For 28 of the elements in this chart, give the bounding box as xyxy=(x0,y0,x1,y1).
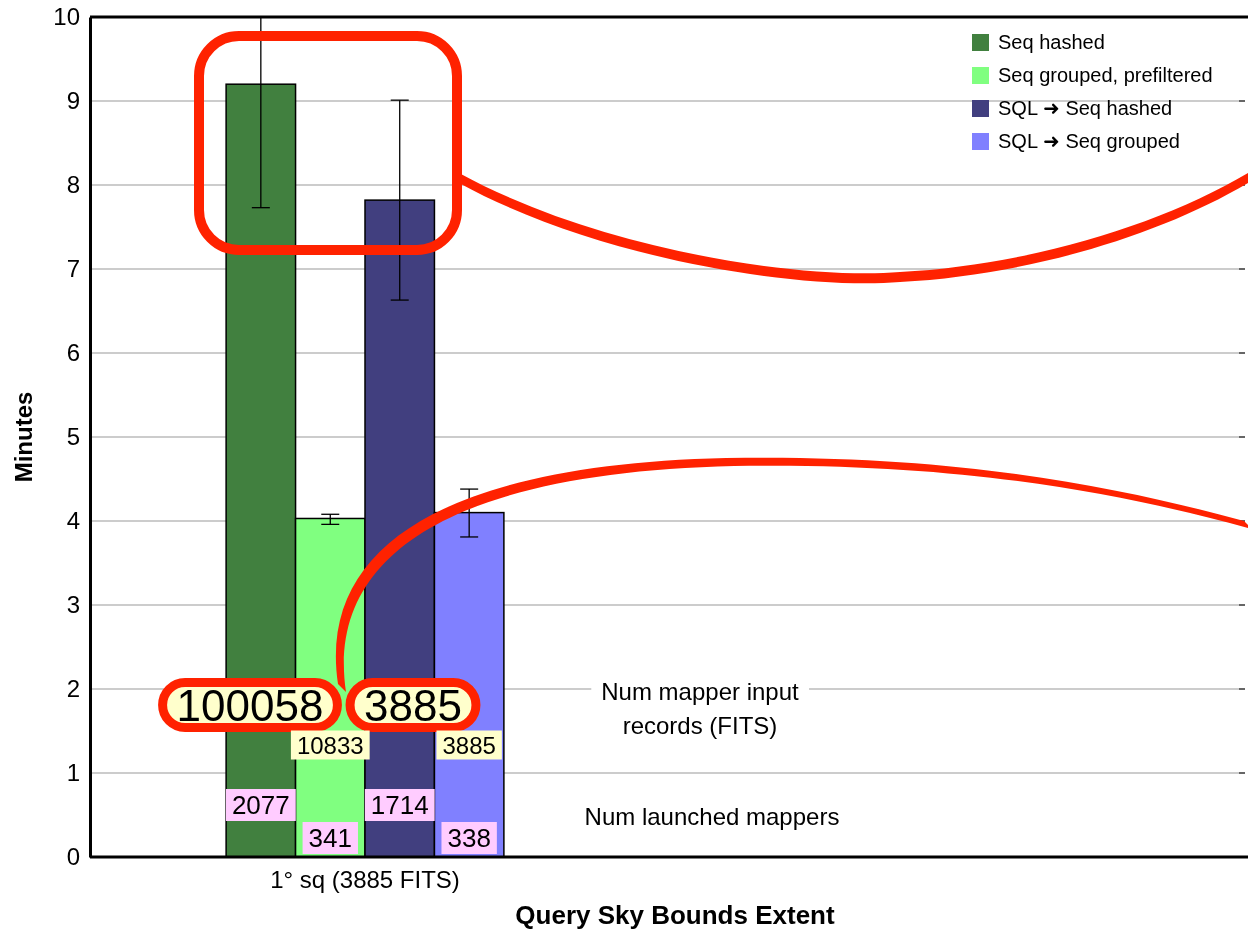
annotation: Num mapper input records (FITS) xyxy=(601,678,800,739)
x-axis-title: Query Sky Bounds Extent xyxy=(515,900,835,930)
y-tick-label: 9 xyxy=(66,87,80,115)
legend-label: SQL ➜ Seq grouped xyxy=(998,130,1180,152)
y-tick-label: 10 xyxy=(53,3,80,31)
annotation: 3885 xyxy=(442,731,496,759)
annotation: 1714 xyxy=(370,790,429,820)
y-tick-label: 7 xyxy=(66,255,80,283)
legend-label: Seq hashed xyxy=(998,31,1105,53)
y-tick-label: 3 xyxy=(66,591,80,619)
annotation: 100058 xyxy=(176,680,324,730)
legend-label: Seq grouped, prefiltered xyxy=(998,64,1213,86)
y-axis-title: Minutes xyxy=(10,391,37,483)
y-tick-label: 0 xyxy=(66,843,80,871)
y-tick-label: 8 xyxy=(66,171,80,199)
annotation: 2077 xyxy=(231,790,290,820)
y-tick-label: 1 xyxy=(66,759,80,787)
y-tick-label: 5 xyxy=(66,423,80,451)
annotation: 10833 xyxy=(296,731,364,759)
annotation: 3885 xyxy=(364,680,462,730)
x-tick-label: 1° sq (3885 FITS) xyxy=(270,866,460,894)
annotation: Num launched mappers xyxy=(584,803,840,830)
legend-label: SQL ➜ Seq hashed xyxy=(998,97,1173,119)
y-tick-label: 4 xyxy=(66,507,80,535)
annotation: 338 xyxy=(447,823,491,853)
annotation: 341 xyxy=(308,823,352,853)
y-tick-label: 2 xyxy=(66,675,80,703)
y-tick-label: 6 xyxy=(66,339,80,367)
